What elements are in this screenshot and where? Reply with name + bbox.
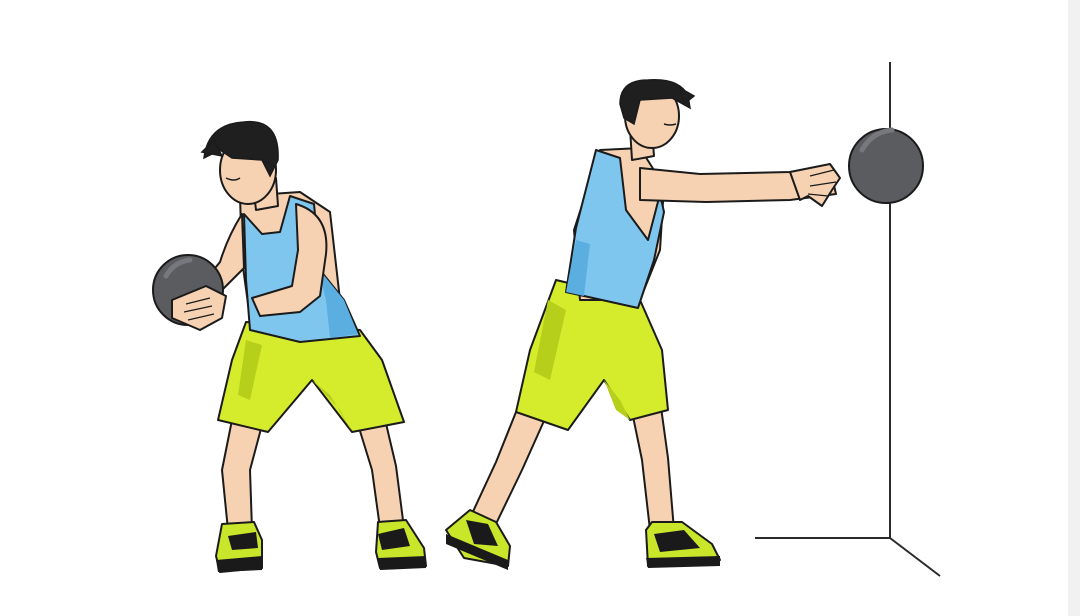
medicine-ball-at-wall (848, 127, 924, 204)
right-edge-strip (1068, 0, 1080, 616)
hair (203, 120, 279, 178)
right-arm (251, 203, 328, 317)
front-leg (629, 399, 675, 531)
hands (171, 285, 227, 331)
shorts (217, 321, 405, 433)
tank-top (565, 149, 665, 309)
athlete-throw (445, 79, 841, 570)
left-leg (221, 419, 263, 531)
left-shoe-sole (216, 556, 262, 572)
back-leg (469, 401, 549, 529)
hair (619, 79, 691, 126)
athlete-wind-up (152, 120, 427, 573)
throwing-arms (639, 167, 837, 203)
right-leg (355, 414, 405, 529)
right-shoe-sole (378, 556, 426, 570)
